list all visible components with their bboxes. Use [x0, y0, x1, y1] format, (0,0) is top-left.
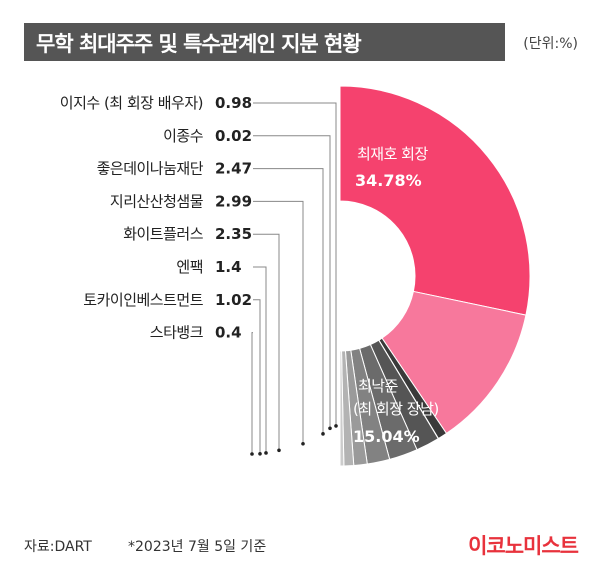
side-label-name-2: 좋은데이나눔재단 [97, 160, 204, 178]
unit-label: (단위:%) [523, 36, 578, 52]
side-label-value-1: 0.02 [215, 127, 252, 145]
donut-slices [339, 85, 531, 467]
date-note: *2023년 7월 5일 기준 [128, 539, 267, 555]
second-slice-note: (최 회장 장남) [353, 400, 439, 418]
leader-dot-5 [264, 451, 268, 455]
leader-dot-6 [258, 452, 262, 456]
side-label-value-3: 2.99 [215, 192, 252, 210]
side-label-value-0: 0.98 [215, 94, 252, 112]
leader-line-4 [253, 233, 280, 451]
donut-slice-9 [339, 350, 345, 467]
side-label-name-0: 이지수 (최 회장 배우자) [60, 94, 203, 112]
side-labels: 이지수 (최 회장 배우자) 0.98 이종수 0.02 좋은데이나눔재단 2.47 지리산… [60, 94, 252, 342]
side-label-name-5: 엔팩 [176, 258, 203, 276]
side-label-value-5: 1.4 [215, 258, 242, 276]
donut-slice-1 [381, 290, 527, 435]
side-label-name-7: 스타뱅크 [150, 324, 203, 342]
leader-dot-4 [277, 448, 281, 453]
leader-line-0 [253, 102, 337, 426]
chart-title: 무학 최대주주 및 특수관계인 지분 현황 [36, 32, 362, 56]
brand-logo: 이코노미스트 [468, 534, 579, 558]
leader-line-1 [253, 135, 331, 429]
leader-dot-3 [301, 441, 305, 446]
source-label: 자료:DART [24, 539, 92, 555]
leader-line-3 [253, 200, 304, 444]
leader-dot-7 [250, 452, 254, 456]
side-label-name-6: 토카이인베스트먼트 [83, 291, 203, 309]
main-slice-value: 34.78% [355, 171, 422, 190]
main-slice-name: 최재호 회장 [357, 145, 428, 163]
leader-line-7 [251, 332, 253, 454]
side-label-value-6: 1.02 [215, 291, 252, 309]
leader-dot-0 [334, 424, 338, 428]
leader-line-2 [253, 168, 324, 434]
side-label-name-1: 이종수 [163, 127, 203, 145]
leader-line-5 [253, 266, 267, 453]
leader-dot-2 [321, 432, 325, 436]
side-label-value-2: 2.47 [215, 160, 252, 178]
side-label-name-3: 지리산산청샘물 [110, 192, 203, 210]
second-slice-value: 15.04% [353, 427, 420, 446]
leader-dot-1 [328, 426, 332, 431]
side-label-name-4: 화이트플러스 [123, 225, 204, 243]
side-label-value-7: 0.4 [215, 324, 242, 342]
second-slice-name: 최낙준 [358, 377, 399, 395]
title-bar [24, 23, 505, 61]
donut-slice-0 [339, 85, 531, 316]
side-label-value-4: 2.35 [215, 225, 252, 243]
leader-lines [250, 102, 338, 456]
leader-line-6 [253, 299, 261, 454]
